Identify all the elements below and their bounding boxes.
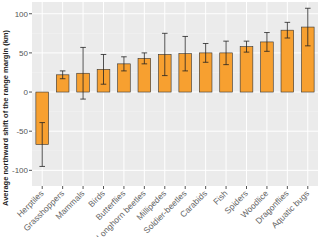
minor-grid-line: [32, 111, 318, 112]
tick-x: [185, 186, 186, 189]
grid-line-x: [144, 2, 145, 186]
chart: -100-50050100HerptilesGrasshoppersMammal…: [0, 0, 320, 237]
minor-grid-line: [32, 33, 318, 34]
grid-line: [32, 170, 318, 171]
error-bar: [223, 41, 229, 64]
minor-grid-line: [32, 150, 318, 151]
tick-x: [103, 186, 104, 189]
tick-label: 100: [15, 10, 29, 19]
tick-x: [226, 186, 227, 189]
grid-line-x: [226, 2, 227, 186]
grid-line-x: [164, 2, 165, 186]
tick-x: [246, 186, 247, 189]
plot-background: [32, 2, 318, 186]
grid-line-x: [205, 2, 206, 186]
tick-label: 0: [24, 88, 29, 97]
error-bar: [162, 33, 168, 75]
tick-x: [205, 186, 206, 189]
error-bar: [80, 47, 86, 99]
error-bar: [285, 22, 291, 38]
tick-x: [123, 186, 124, 189]
error-bar: [60, 71, 66, 79]
grid-line-x: [246, 2, 247, 186]
tick: [29, 92, 32, 93]
error-bar: [142, 53, 148, 64]
tick-x: [307, 186, 308, 189]
tick: [29, 13, 32, 14]
grid-line: [32, 52, 318, 53]
tick-x: [42, 186, 43, 189]
grid-line-x: [62, 2, 63, 186]
error-bar: [305, 8, 311, 46]
error-bar: [39, 123, 45, 167]
tick-x: [287, 186, 288, 189]
tick-x: [83, 186, 84, 189]
tick-x: [144, 186, 145, 189]
grid-line-x: [185, 2, 186, 186]
bar: [240, 47, 253, 92]
category-label: Mammals: [53, 188, 86, 221]
minor-grid-line: [32, 72, 318, 73]
error-bar: [203, 43, 209, 62]
grid-line: [32, 131, 318, 132]
tick: [29, 52, 32, 53]
grid-line: [32, 92, 318, 93]
tick-label: -50: [16, 127, 28, 136]
y-axis-title: Average northward shift of the range mar…: [1, 30, 10, 206]
error-bar: [121, 57, 127, 71]
tick-label: -100: [12, 166, 29, 175]
error-bar: [244, 41, 250, 52]
grid-line: [32, 13, 318, 14]
tick-x: [164, 186, 165, 189]
tick-x: [62, 186, 63, 189]
error-bar: [101, 54, 107, 84]
category-label: Aquatic bugs: [269, 188, 311, 230]
error-bar: [182, 36, 188, 70]
tick-x: [266, 186, 267, 189]
tick-label: 50: [19, 49, 28, 58]
grid-line-x: [103, 2, 104, 186]
bar: [281, 30, 294, 92]
error-bar: [264, 33, 270, 52]
tick: [29, 131, 32, 132]
tick: [29, 170, 32, 171]
category-label: Carabids: [178, 188, 209, 219]
grid-line-x: [266, 2, 267, 186]
grid-line-x: [123, 2, 124, 186]
